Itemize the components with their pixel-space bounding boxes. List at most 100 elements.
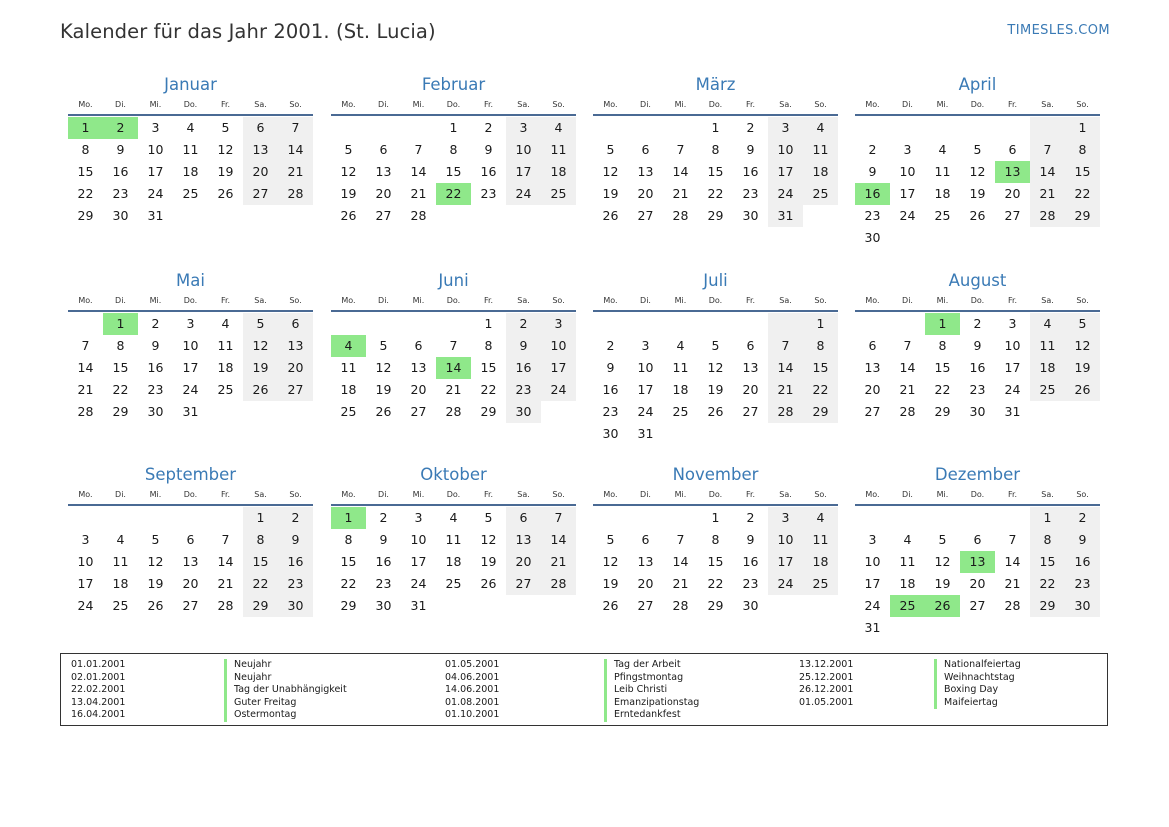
calendar-day: 12 xyxy=(969,164,986,179)
month-divider xyxy=(331,310,576,312)
calendar-day: 13 xyxy=(243,139,278,161)
empty-day xyxy=(995,117,1030,139)
calendar-day: 3 xyxy=(903,142,912,157)
empty-day xyxy=(593,507,628,529)
calendar-day: 24 xyxy=(768,183,803,205)
weekday-label: So. xyxy=(814,296,827,305)
empty-day xyxy=(173,507,208,529)
empty-day xyxy=(331,117,366,139)
calendar-day: 28 xyxy=(672,598,689,613)
calendar-day: 30 xyxy=(742,208,759,223)
calendar-day: 19 xyxy=(1065,357,1100,379)
brand-link[interactable]: TIMESLES.COM xyxy=(1007,23,1110,38)
weekday-label: Di. xyxy=(640,296,651,305)
calendar-day: 28 xyxy=(541,573,576,595)
holiday-date: 02.01.2001 xyxy=(71,671,126,683)
calendar-day: 27 xyxy=(637,208,654,223)
calendar-day: 8 xyxy=(711,142,720,157)
calendar-day: 19 xyxy=(243,357,278,379)
calendar-day: 21 xyxy=(672,186,689,201)
calendar-day: 15 xyxy=(112,360,129,375)
calendar-day: 20 xyxy=(637,186,654,201)
calendar-day: 12 xyxy=(1065,335,1100,357)
calendar-day: 6 xyxy=(414,338,423,353)
calendar-day: 26 xyxy=(602,598,619,613)
holiday-name: Maifeiertag xyxy=(944,696,998,708)
month-juni: Juni Mo. Di. Mi. Do. Fr. Sa. So. 1 2 3 4 5 6 7 8 9 10 11 12… xyxy=(331,270,576,423)
calendar-day: 29 xyxy=(707,598,724,613)
empty-day xyxy=(663,423,698,445)
holiday-date: 13.12.2001 xyxy=(799,659,854,670)
calendar-day: 27 xyxy=(969,598,986,613)
calendar-day: 30 xyxy=(864,230,881,245)
holiday-day: 1 xyxy=(331,507,366,529)
empty-day xyxy=(506,595,541,617)
weekday-label: Mi. xyxy=(936,296,949,305)
holiday-day: 1 xyxy=(103,313,138,335)
calendar-day: 7 xyxy=(903,338,912,353)
calendar-day: 2 xyxy=(746,510,755,525)
calendar-day: 27 xyxy=(410,404,427,419)
weekday-label: Mo. xyxy=(865,296,880,305)
calendar-day: 5 xyxy=(151,532,160,547)
weekday-header: Mo. Di. Mi. Do. Fr. Sa. So. xyxy=(855,487,1100,503)
calendar-day: 27 xyxy=(243,183,278,205)
calendar-day: 14 xyxy=(899,360,916,375)
weekday-label: Di. xyxy=(378,490,389,499)
holiday-name: Boxing Day xyxy=(944,684,999,695)
calendar-day: 16 xyxy=(602,382,619,397)
empty-day xyxy=(1065,227,1100,249)
month-name: Mai xyxy=(176,271,205,290)
empty-day xyxy=(925,507,960,529)
calendar-day: 23 xyxy=(506,379,541,401)
holiday-date: 01.01.2001 xyxy=(71,659,126,670)
calendar-day: 4 xyxy=(541,117,576,139)
calendar-day: 30 xyxy=(112,208,129,223)
calendar-day: 14 xyxy=(1004,554,1021,569)
empty-day xyxy=(890,227,925,249)
calendar-day: 25 xyxy=(217,382,234,397)
weekday-label: Mi. xyxy=(149,490,162,499)
calendar-day: 17 xyxy=(1004,360,1021,375)
calendar-day: 3 xyxy=(868,532,877,547)
empty-day xyxy=(541,595,576,617)
calendar-day: 26 xyxy=(375,404,392,419)
empty-day xyxy=(1065,617,1100,639)
calendar-day: 30 xyxy=(602,426,619,441)
calendar-day: 28 xyxy=(410,208,427,223)
calendar-day: 13 xyxy=(864,360,881,375)
week-row: 14 15 16 17 18 19 20 xyxy=(68,357,313,379)
calendar-day: 16 xyxy=(375,554,392,569)
empty-day xyxy=(471,595,506,617)
calendar-day: 5 xyxy=(711,338,720,353)
week-row: 9 10 11 12 13 14 15 xyxy=(593,357,838,379)
holiday-date: 01.05.2001 xyxy=(799,696,854,708)
empty-day xyxy=(628,313,663,335)
holiday-dates-col-2: 01.05.2001 04.06.2001 14.06.2001 01.08.2001… xyxy=(445,659,499,722)
empty-day xyxy=(890,617,925,639)
calendar-day: 7 xyxy=(278,117,313,139)
weekday-label: So. xyxy=(1076,296,1089,305)
calendar-day: 22 xyxy=(243,573,278,595)
weekday-label: Mi. xyxy=(412,490,425,499)
week-row: 28 29 30 31 xyxy=(68,401,313,423)
week-row: 17 18 19 20 21 22 23 xyxy=(68,573,313,595)
week-row: 16 17 18 19 20 21 22 xyxy=(593,379,838,401)
calendar-day: 1 xyxy=(1030,507,1065,529)
calendar-day: 7 xyxy=(541,507,576,529)
calendar-day: 8 xyxy=(711,532,720,547)
month-divider xyxy=(68,504,313,506)
calendar-day: 26 xyxy=(480,576,497,591)
week-row: 5 6 7 8 9 10 11 xyxy=(593,529,838,551)
empty-day xyxy=(925,117,960,139)
calendar-day: 15 xyxy=(803,357,838,379)
week-row: 20 21 22 23 24 25 26 xyxy=(855,379,1100,401)
weekday-label: Fr. xyxy=(483,100,494,109)
empty-day xyxy=(208,205,243,227)
calendar-day: 12 xyxy=(707,360,724,375)
holiday-date: 01.05.2001 xyxy=(445,659,500,670)
calendar-day: 28 xyxy=(768,401,803,423)
calendar-day: 17 xyxy=(410,554,427,569)
